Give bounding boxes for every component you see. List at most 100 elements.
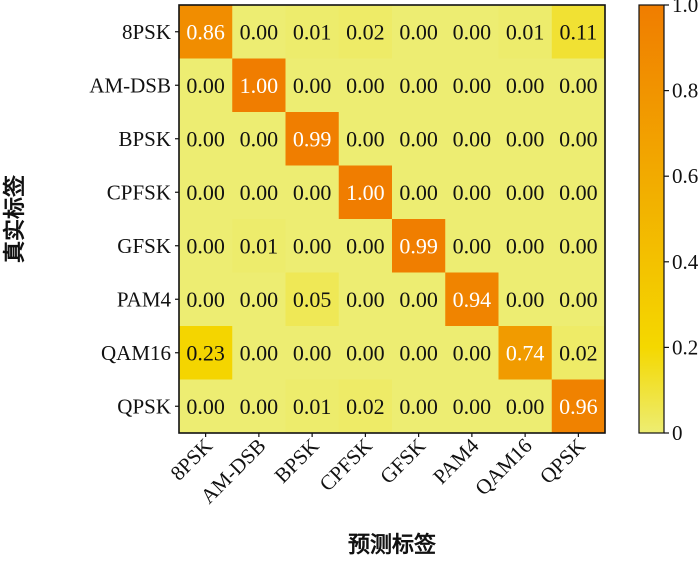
heatmap-cell — [285, 219, 340, 273]
heatmap-cell — [392, 5, 446, 59]
cell-value-label: 0.00 — [399, 340, 438, 365]
colorbar-tick-label: 0.4 — [672, 250, 699, 274]
heatmap-cell — [498, 112, 553, 166]
cell-value-label: 0.01 — [293, 394, 332, 419]
cell-value-label: 0.99 — [399, 233, 438, 258]
cell-value-label: 0.00 — [240, 19, 279, 44]
cell-value-label: 0.01 — [293, 19, 332, 44]
colorbar-gradient — [638, 4, 665, 434]
heatmap-cell — [498, 272, 553, 327]
cell-value-label: 0.00 — [293, 233, 332, 258]
cell-value-label: 0.00 — [240, 394, 279, 419]
x-axis-title: 预测标签 — [348, 532, 437, 558]
colorbar-tick-label: 0.6 — [672, 164, 698, 188]
cell-value-label: 0.99 — [293, 126, 332, 151]
cell-value-label: 0.74 — [506, 340, 545, 365]
y-tick-label: QPSK — [117, 394, 171, 418]
cell-value-label: 0.00 — [240, 126, 279, 151]
cell-value-label: 0.00 — [453, 19, 492, 44]
heatmap-cell — [551, 272, 606, 327]
cell-value-label: 0.00 — [346, 233, 385, 258]
cell-value-label: 0.00 — [559, 73, 598, 98]
cell-value-label: 0.00 — [399, 73, 438, 98]
heatmap-cell — [338, 219, 393, 273]
heatmap-cell — [232, 165, 286, 220]
cell-value-label: 0.05 — [293, 287, 332, 312]
heatmap-cell — [285, 165, 340, 220]
heatmap-cell — [445, 5, 499, 59]
heatmap-cell — [392, 112, 446, 166]
colorbar: 0 0.2 0.4 0.6 0.8 1.0 — [638, 0, 699, 445]
y-tick-label: AM-DSB — [89, 73, 171, 97]
heatmap-cells — [179, 5, 606, 434]
cell-value-label: 0.00 — [346, 73, 385, 98]
cell-value-label: 0.00 — [186, 126, 225, 151]
heatmap-cell — [179, 272, 233, 327]
heatmap-cell — [392, 272, 446, 327]
cell-value-label: 0.94 — [453, 287, 492, 312]
heatmap-cell — [179, 219, 233, 273]
cell-value-label: 0.00 — [186, 233, 225, 258]
cell-value-label: 0.01 — [506, 19, 545, 44]
y-tick-label: BPSK — [118, 127, 171, 151]
heatmap-cell — [445, 165, 499, 220]
y-tick-label: QAM16 — [101, 341, 171, 365]
colorbar-tick-label: 0.2 — [672, 335, 698, 359]
cell-value-label: 0.00 — [399, 19, 438, 44]
heatmap-cell — [392, 58, 446, 113]
heatmap-cell — [338, 272, 393, 327]
cell-value-label: 0.00 — [506, 180, 545, 205]
heatmap-cell — [232, 379, 286, 434]
cell-value-label: 0.00 — [506, 126, 545, 151]
heatmap-cell — [498, 326, 553, 380]
heatmap-cell — [551, 326, 606, 380]
heatmap-cell — [285, 112, 340, 166]
y-tick-label: CPFSK — [107, 180, 171, 204]
x-tick-label: CPFSK — [315, 434, 377, 496]
heatmap-cell — [232, 58, 286, 113]
heatmap-cell — [445, 272, 499, 327]
cell-value-label: 0.00 — [293, 180, 332, 205]
heatmap-cell — [338, 165, 393, 220]
cell-value-label: 0.00 — [453, 340, 492, 365]
y-tick-label: GFSK — [117, 234, 171, 258]
cell-value-labels: 0.86 0.00 0.01 0.02 0.00 0.00 0.01 0.11 0.00 1.00… — [186, 19, 597, 419]
heatmap-cell — [445, 58, 499, 113]
cell-value-label: 0.00 — [186, 394, 225, 419]
cell-value-label: 0.00 — [346, 287, 385, 312]
cell-value-label: 0.00 — [453, 233, 492, 258]
heatmap-cell — [392, 379, 446, 434]
heatmap-cell — [179, 379, 233, 434]
colorbar-tick-label: 1.0 — [672, 0, 698, 17]
heatmap-cell — [498, 379, 553, 434]
heatmap-cell — [498, 58, 553, 113]
cell-value-label: 0.02 — [346, 19, 385, 44]
heatmap-cell — [179, 5, 233, 59]
heatmap-cell — [551, 379, 606, 434]
heatmap-cell — [498, 219, 553, 273]
heatmap-cell — [232, 219, 286, 273]
heatmap-cell — [551, 5, 606, 59]
cell-value-label: 0.02 — [346, 394, 385, 419]
cell-value-label: 0.00 — [506, 233, 545, 258]
heatmap-cell — [445, 326, 499, 380]
plot-border — [178, 4, 606, 434]
heatmap-cell — [445, 112, 499, 166]
heatmap-cell — [445, 219, 499, 273]
heatmap-cell — [338, 379, 393, 434]
heatmap-cell — [338, 5, 393, 59]
heatmap-cell — [285, 272, 340, 327]
heatmap-cell — [498, 165, 553, 220]
cell-value-label: 0.00 — [453, 394, 492, 419]
colorbar-tick-label: 0.8 — [672, 79, 698, 103]
heatmap-cell — [392, 219, 446, 273]
cell-value-label: 0.00 — [186, 287, 225, 312]
heatmap-cell — [445, 379, 499, 434]
x-tick-label: GFSK — [375, 434, 430, 489]
heatmap-cell — [232, 326, 286, 380]
cell-value-label: 0.00 — [506, 394, 545, 419]
x-tick-label: QPSK — [535, 434, 590, 489]
y-axis-title: 真实标签 — [2, 174, 28, 263]
heatmap-cell — [179, 326, 233, 380]
